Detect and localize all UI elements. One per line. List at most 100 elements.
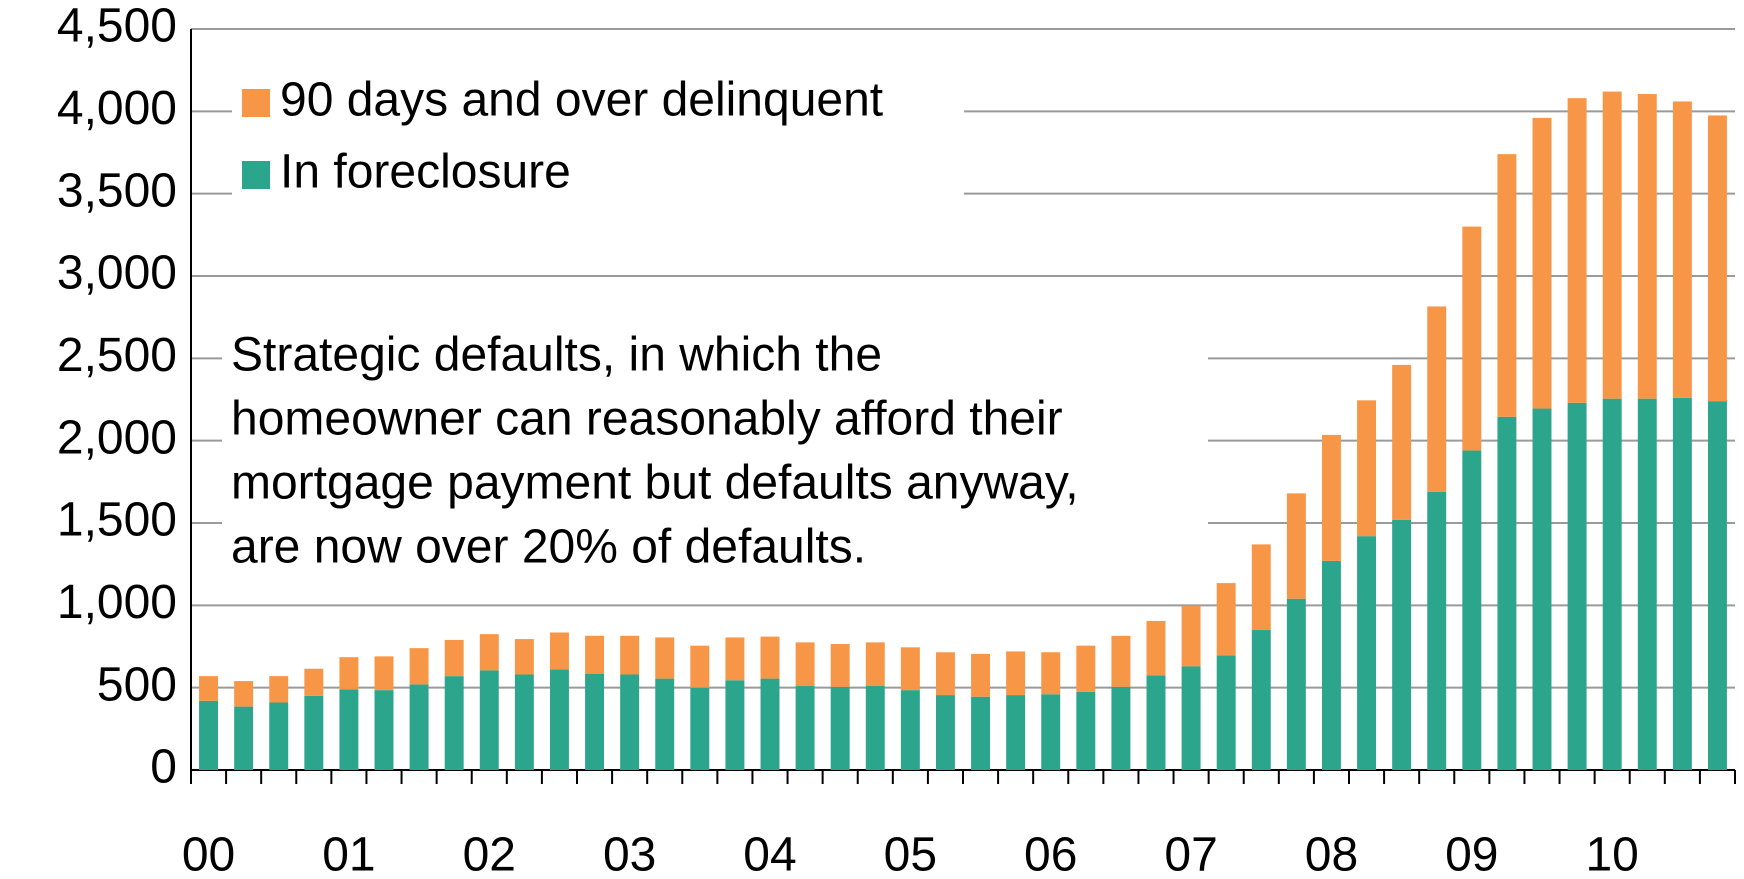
bar-segment xyxy=(1567,98,1587,403)
bar-segment xyxy=(971,653,991,697)
bar-segment xyxy=(479,634,499,671)
bar-segment xyxy=(585,673,605,770)
bar-segment xyxy=(444,639,464,677)
bar-segment xyxy=(620,635,640,675)
bar-segment xyxy=(1111,686,1131,770)
bar-segment xyxy=(725,637,745,681)
legend-swatch xyxy=(242,89,270,117)
bar-segment xyxy=(830,686,850,770)
bar-segment xyxy=(1041,694,1061,770)
bar-segment xyxy=(971,696,991,770)
x-tick-label: 07 xyxy=(1164,829,1217,879)
bar-segment xyxy=(1637,94,1657,399)
bar-segment xyxy=(514,674,534,770)
bar-segment xyxy=(269,702,289,770)
bar-segment xyxy=(1321,560,1341,770)
bar-segment xyxy=(900,647,920,691)
bar-segment xyxy=(795,642,815,687)
bar-segment xyxy=(1672,397,1692,770)
y-tick-label: 3,000 xyxy=(57,247,177,300)
bar-segment xyxy=(1006,651,1026,696)
bar-segment xyxy=(1392,519,1412,770)
bar-segment xyxy=(1462,450,1482,770)
bar-segment xyxy=(234,706,254,770)
bar-segment xyxy=(1532,408,1552,770)
bar-segment xyxy=(1251,544,1271,631)
bar-segment xyxy=(585,635,605,674)
bar-segment xyxy=(199,676,219,701)
bar-segment xyxy=(1181,666,1201,770)
legend-label: In foreclosure xyxy=(280,146,571,199)
x-tick-label: 05 xyxy=(884,829,937,879)
annotation-box xyxy=(222,318,1208,576)
bar-segment xyxy=(620,674,640,770)
bar-segment xyxy=(479,670,499,770)
x-tick-label: 06 xyxy=(1024,829,1077,879)
bar-segment xyxy=(1146,620,1166,676)
legend-label: 90 days and over delinquent xyxy=(280,74,883,127)
bar-segment xyxy=(795,686,815,770)
x-tick-label: 09 xyxy=(1445,829,1498,879)
y-tick-label: 1,000 xyxy=(57,576,177,629)
bar-segment xyxy=(409,648,429,685)
bar-segment xyxy=(865,642,885,687)
bar-segment xyxy=(234,681,254,707)
y-tick-label: 2,000 xyxy=(57,411,177,464)
bar-segment xyxy=(1321,434,1341,561)
bar-segment xyxy=(1497,416,1517,770)
legend-swatch xyxy=(242,161,270,189)
bar-segment xyxy=(1041,652,1061,695)
bar-segment xyxy=(1146,675,1166,770)
bar-segment xyxy=(1462,226,1482,451)
bar-segment xyxy=(1497,154,1517,417)
x-tick-label: 03 xyxy=(603,829,656,879)
bar-segment xyxy=(1427,491,1447,770)
x-tick-label: 00 xyxy=(182,829,235,879)
bar-segment xyxy=(549,632,569,670)
bar-segment xyxy=(304,668,324,696)
bar-segment xyxy=(1672,101,1692,398)
bar-segment xyxy=(935,695,955,770)
bar-segment xyxy=(1006,695,1026,770)
bar-segment xyxy=(339,657,359,690)
y-tick-label: 0 xyxy=(150,741,177,794)
annotation: mortgage payment but defaults anyway, xyxy=(231,457,1079,510)
y-tick-label: 3,500 xyxy=(57,164,177,217)
bar-segment xyxy=(935,652,955,696)
x-tick-label: 02 xyxy=(463,829,516,879)
bar-segment xyxy=(1181,606,1201,667)
annotation: Strategic defaults, in which the xyxy=(231,329,882,382)
bar-segment xyxy=(655,637,675,679)
bar-segment xyxy=(760,636,780,679)
x-tick-label: 10 xyxy=(1585,829,1638,879)
bar-segment xyxy=(1602,398,1622,770)
bar-segment xyxy=(1707,115,1727,402)
bar-segment xyxy=(1111,635,1131,687)
bar-segment xyxy=(374,690,394,770)
bar-segment xyxy=(900,690,920,770)
bar-segment xyxy=(690,687,710,770)
bar-segment xyxy=(1076,691,1096,770)
x-tick-label: 08 xyxy=(1305,829,1358,879)
bar-segment xyxy=(690,645,710,688)
bar-segment xyxy=(1357,536,1377,770)
bar-segment xyxy=(655,678,675,770)
legend-box xyxy=(232,68,964,208)
bar-segment xyxy=(865,686,885,770)
bar-segment xyxy=(1251,630,1271,770)
bar-segment xyxy=(1707,401,1727,770)
bar-segment xyxy=(444,676,464,770)
bar-segment xyxy=(725,680,745,770)
annotation: homeowner can reasonably afford their xyxy=(231,393,1063,446)
bar-segment xyxy=(1076,645,1096,692)
bar-segment xyxy=(549,669,569,770)
y-tick-label: 4,000 xyxy=(57,82,177,135)
bar-segment xyxy=(339,689,359,770)
bar-segment xyxy=(1286,493,1306,599)
bar-segment xyxy=(1567,402,1587,770)
bar-segment xyxy=(409,684,429,770)
bar-segment xyxy=(1427,306,1447,492)
bar-segment xyxy=(374,656,394,691)
